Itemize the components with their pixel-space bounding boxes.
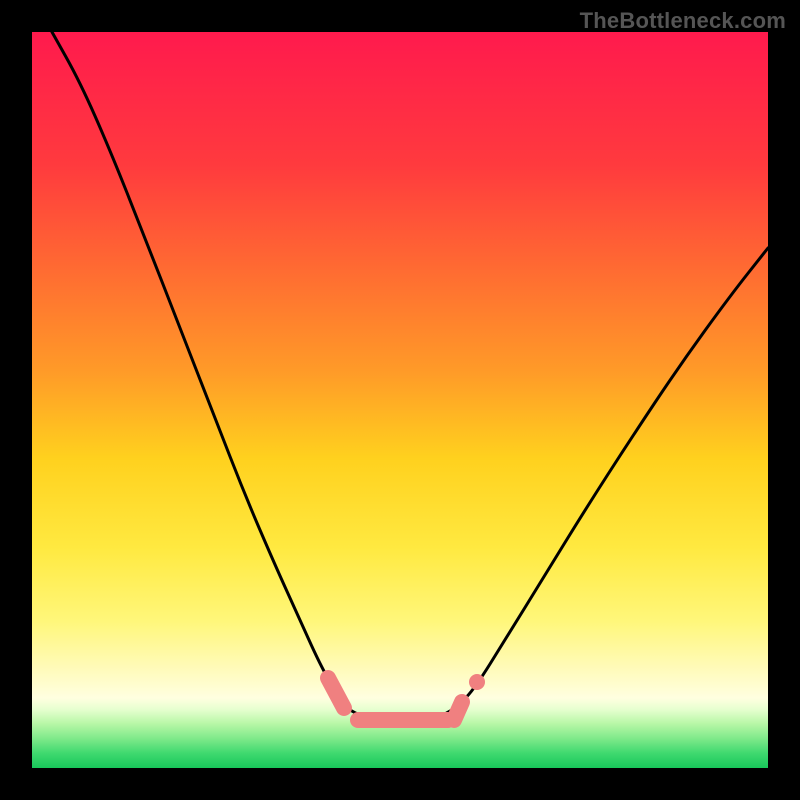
- bottleneck-chart: [0, 0, 800, 800]
- figure-root: TheBottleneck.com: [0, 0, 800, 800]
- watermark-text: TheBottleneck.com: [580, 8, 786, 34]
